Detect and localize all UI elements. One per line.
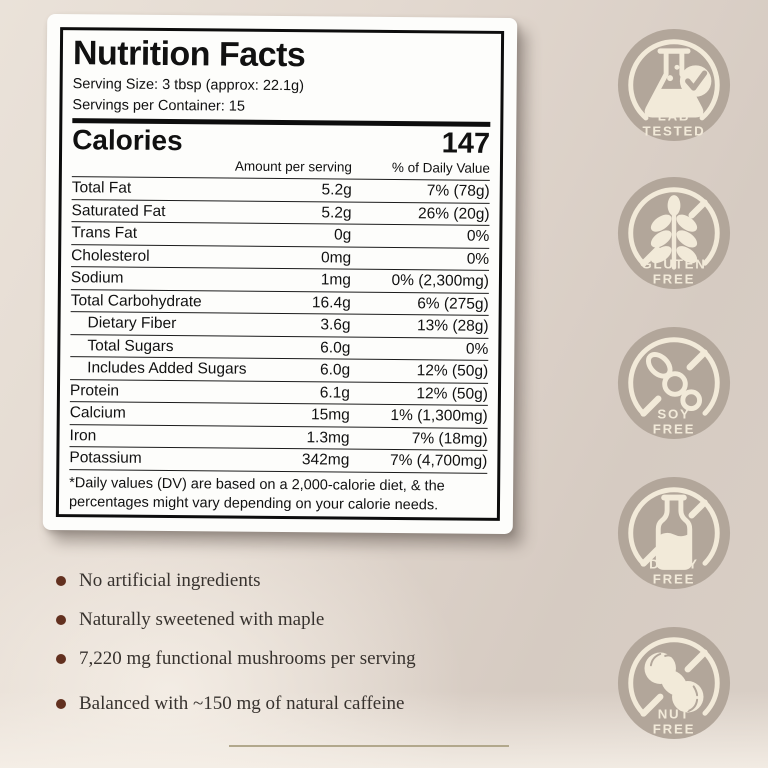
bullet-dot-icon xyxy=(56,575,66,586)
bottom-divider-line xyxy=(229,745,509,747)
serving-size-text: Serving Size: 3 tbsp (approx: 22.1g) xyxy=(72,76,305,95)
nutrient-name: Trans Fat xyxy=(71,224,138,242)
nutrient-amount: 0mg xyxy=(320,248,352,267)
list-item: Balanced with ~150 mg of natural caffein… xyxy=(56,690,596,717)
nutrient-name: Protein xyxy=(69,381,120,400)
nutrient-amount: 5.2g xyxy=(321,203,352,222)
nutrient-daily-value: 1% (1,300mg) xyxy=(390,406,488,425)
nutrient-daily-value: 26% (20g) xyxy=(417,204,490,223)
bullet-text: 7,220 mg functional mushrooms per servin… xyxy=(79,648,416,669)
nutrient-name: Dietary Fiber xyxy=(87,314,177,333)
bullet-text: Naturally sweetened with maple xyxy=(79,609,325,630)
nutrient-amount: 6.1g xyxy=(319,383,351,402)
nutrient-amount: 15mg xyxy=(310,406,350,424)
nutrient-amount: 1mg xyxy=(320,271,352,289)
badge-nut-free: NUT FREE xyxy=(615,624,733,742)
nutrient-amount: 0g xyxy=(334,226,352,244)
nutrient-name: Sodium xyxy=(70,269,124,287)
badge-line2: FREE xyxy=(653,572,695,587)
badge-line1: DAIRY xyxy=(649,556,699,571)
nutrient-daily-value: 0% xyxy=(466,250,490,268)
nutrient-daily-value: 7% (78g) xyxy=(426,182,490,200)
list-item: Naturally sweetened with maple xyxy=(56,606,596,633)
badge-line1: NUT xyxy=(658,706,691,721)
badge-line2: FREE xyxy=(653,722,695,737)
milk-bottle-crossed-icon: DAIRY FREE xyxy=(617,476,731,590)
servings-per-container-text: Servings per Container: 15 xyxy=(72,96,246,115)
badge-line2: TESTED xyxy=(643,124,706,139)
nutrient-name: Calcium xyxy=(69,404,126,422)
nutrient-amount: 16.4g xyxy=(311,293,351,312)
nutrition-label-card: Nutrition Facts Serving Size: 3 tbsp (ap… xyxy=(42,13,518,535)
badge-line1: GLUTEN xyxy=(641,256,706,271)
nutrient-amount: 5.2g xyxy=(321,181,352,199)
bullet-dot-icon xyxy=(56,698,66,709)
feature-bullet-list: No artificial ingredients Naturally swee… xyxy=(56,567,596,717)
badge-lab-tested: LAB TESTED xyxy=(615,26,733,144)
nutrient-amount: 6.0g xyxy=(320,338,351,357)
nutrient-daily-value: 0% xyxy=(465,340,489,358)
column-header-spacer xyxy=(72,157,235,173)
bullet-dot-icon xyxy=(56,614,66,625)
badge-line2: FREE xyxy=(653,422,695,437)
bullet-text: Balanced with ~150 mg of natural caffein… xyxy=(79,693,405,714)
nutrient-name: Saturated Fat xyxy=(71,201,166,220)
nutrient-daily-value: 12% (50g) xyxy=(416,362,489,380)
badge-line1: SOY xyxy=(657,406,690,421)
badge-gluten-free: GLUTEN FREE xyxy=(615,174,733,292)
nutrient-daily-value: 13% (28g) xyxy=(416,317,489,335)
nutrient-daily-value: 0% (2,300mg) xyxy=(391,271,490,290)
badge-soy-free: SOY FREE xyxy=(615,324,733,442)
nutrient-amount: 342mg xyxy=(301,451,350,469)
daily-value-footnote: *Daily values (DV) are based on a 2,000-… xyxy=(68,468,488,517)
bullet-text: No artificial ingredients xyxy=(79,570,261,591)
nutrition-label-border: Nutrition Facts Serving Size: 3 tbsp (ap… xyxy=(55,27,505,521)
nutrient-daily-value: 0% xyxy=(466,227,490,245)
nutrient-amount: 3.6g xyxy=(320,316,351,334)
nutrient-amount: 6.0g xyxy=(319,361,351,379)
soy-pod-crossed-icon: SOY FREE xyxy=(617,326,731,440)
nutrition-facts-title: Nutrition Facts xyxy=(72,34,306,75)
list-item: No artificial ingredients xyxy=(56,567,596,594)
nutrient-daily-value: 7% (4,700mg) xyxy=(389,451,488,470)
nutrient-daily-value: 7% (18mg) xyxy=(411,429,488,448)
nutrient-name: Potassium xyxy=(69,449,142,467)
calories-value: 147 xyxy=(441,127,491,160)
daily-value-column-header: % of Daily Value xyxy=(391,159,490,176)
wheat-crossed-icon: GLUTEN FREE xyxy=(617,176,731,290)
calories-label: Calories xyxy=(72,124,183,157)
nutrient-daily-value: 12% (50g) xyxy=(416,384,489,403)
amount-column-header: Amount per serving xyxy=(234,158,353,175)
calories-row: Calories 147 xyxy=(72,124,490,161)
nutrient-name: Total Fat xyxy=(71,179,132,197)
nutrient-name: Includes Added Sugars xyxy=(87,359,247,378)
nutrient-amount: 1.3mg xyxy=(306,428,350,447)
bullet-dot-icon xyxy=(56,653,66,664)
nutrient-name: Cholesterol xyxy=(71,246,150,265)
nutrient-name: Total Carbohydrate xyxy=(70,291,202,310)
nutrient-name: Total Sugars xyxy=(87,336,174,355)
list-item: 7,220 mg functional mushrooms per servin… xyxy=(56,645,596,672)
badge-line1: LAB xyxy=(658,108,691,123)
nutrient-name: Iron xyxy=(69,426,97,444)
badge-line2: FREE xyxy=(653,272,695,287)
nutrient-daily-value: 6% (275g) xyxy=(417,294,489,313)
lab-flask-check-icon: LAB TESTED xyxy=(617,28,731,142)
badge-dairy-free: DAIRY FREE xyxy=(615,474,733,592)
peanut-crossed-icon: NUT FREE xyxy=(617,626,731,740)
